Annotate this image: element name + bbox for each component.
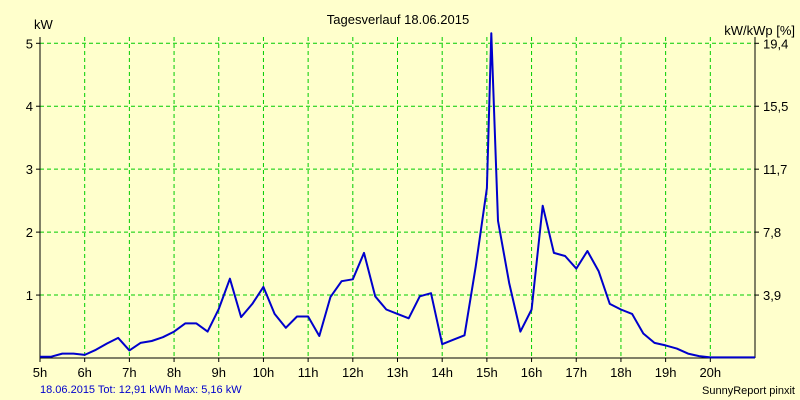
x-tick-label: 7h [122,365,136,380]
x-tick-label: 10h [253,365,275,380]
series-line-power [40,32,755,359]
y-tick-label-left: 3 [26,162,33,177]
chart-title: Tagesverlauf 18.06.2015 [327,12,469,27]
x-tick-label: 20h [699,365,721,380]
x-tick-label: 17h [565,365,587,380]
x-tick-label: 12h [342,365,364,380]
grid [40,37,755,358]
y-tick-labels-right: 3,9 7,8 11,7 15,5 19,4 [755,36,788,303]
y-tick-label-right: 11,7 [763,162,787,177]
x-tick-labels: 5h 6h 7h 8h 9h 10h 11h 12h 13h 14h 15h 16h 17h 18h 19h… [33,358,721,380]
y-axis-label-right: kW/kWp [%] [724,23,795,38]
x-tick-label: 15h [476,365,498,380]
y-tick-label-right: 15,5 [763,99,788,114]
y-tick-label-left: 1 [26,288,33,303]
y-tick-label-right: 3,9 [763,288,781,303]
footer-brand: SunnyReport pinxit [702,385,795,397]
x-tick-label: 8h [167,365,181,380]
series [40,32,755,359]
x-tick-label: 14h [431,365,453,380]
x-tick-label: 6h [77,365,91,380]
x-tick-label: 11h [298,365,319,380]
y-tick-label-right: 7,8 [763,225,781,240]
y-tick-label-left: 5 [26,36,33,51]
footer-summary: 18.06.2015 Tot: 12,91 kWh Max: 5,16 kW [40,384,242,396]
x-tick-label: 5h [33,365,47,380]
y-tick-label-right: 19,4 [763,36,788,51]
y-tick-label-left: 2 [26,225,33,240]
axes [39,37,756,359]
x-tick-label: 19h [655,365,677,380]
y-tick-label-left: 4 [26,99,33,114]
x-tick-label: 9h [212,365,226,380]
y-axis-label-left: kW [34,17,54,32]
y-tick-labels-left: 1 2 3 4 5 [26,36,40,303]
x-tick-label: 16h [521,365,543,380]
x-tick-label: 13h [387,365,409,380]
x-tick-label: 18h [610,365,632,380]
